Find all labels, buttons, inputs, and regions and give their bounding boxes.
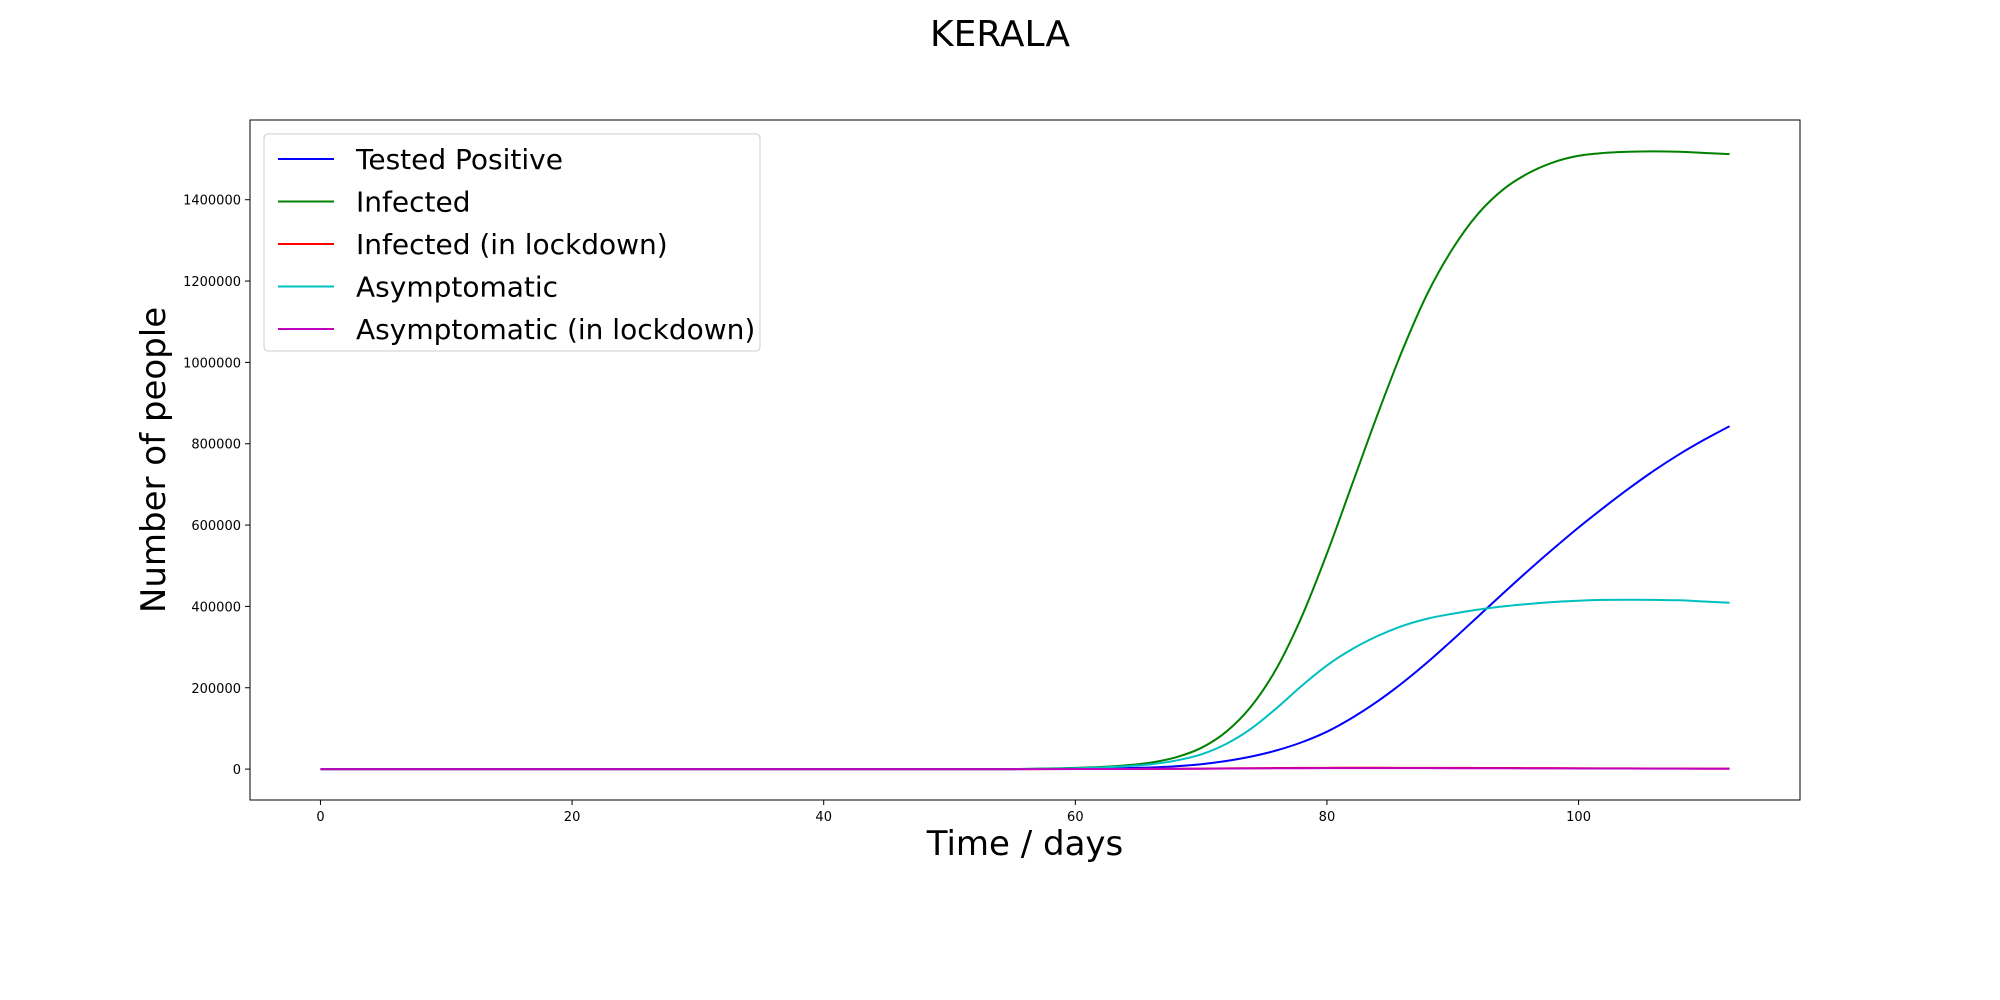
x-tick-label: 80 <box>1319 810 1336 825</box>
y-tick-label: 600000 <box>191 519 241 534</box>
x-axis: 0 20 40 60 80 100 <box>316 800 1591 825</box>
legend-label-infected-in-lockdown: Infected (in lockdown) <box>356 228 668 261</box>
legend: Tested Positive Infected Infected (in lock… <box>263 133 761 352</box>
legend-label-tested-positive: Tested Positive <box>355 143 563 176</box>
legend-label-infected: Infected <box>356 186 470 219</box>
y-tick-label: 1000000 <box>183 356 241 371</box>
x-tick-label: 40 <box>815 810 832 825</box>
chart-title: KERALA <box>930 14 1070 55</box>
x-axis-title: Time / days <box>926 824 1124 864</box>
y-tick-label: 1400000 <box>183 194 241 209</box>
legend-label-asymptomatic-in-lockdown: Asymptomatic (in lockdown) <box>356 313 755 346</box>
y-tick-label: 800000 <box>191 438 241 453</box>
y-tick-label: 200000 <box>191 682 241 697</box>
x-tick-label: 20 <box>564 810 581 825</box>
y-axis: 0 200000 400000 600000 800000 1000000 1200000 1… <box>183 194 250 778</box>
series-group <box>320 150 1731 771</box>
x-tick-label: 100 <box>1566 810 1591 825</box>
x-tick-label: 60 <box>1067 810 1084 825</box>
x-tick-label: 0 <box>316 810 324 825</box>
plot-frame <box>249 119 1801 801</box>
y-tick-label: 0 <box>233 763 241 778</box>
y-axis-title: Number of people <box>134 307 174 613</box>
y-tick-label: 1200000 <box>183 275 241 290</box>
series-line-asymptomatic-in-lockdown <box>320 767 1730 771</box>
legend-label-asymptomatic: Asymptomatic <box>356 271 558 304</box>
legend-box <box>263 133 761 352</box>
y-tick-label: 400000 <box>191 600 241 615</box>
